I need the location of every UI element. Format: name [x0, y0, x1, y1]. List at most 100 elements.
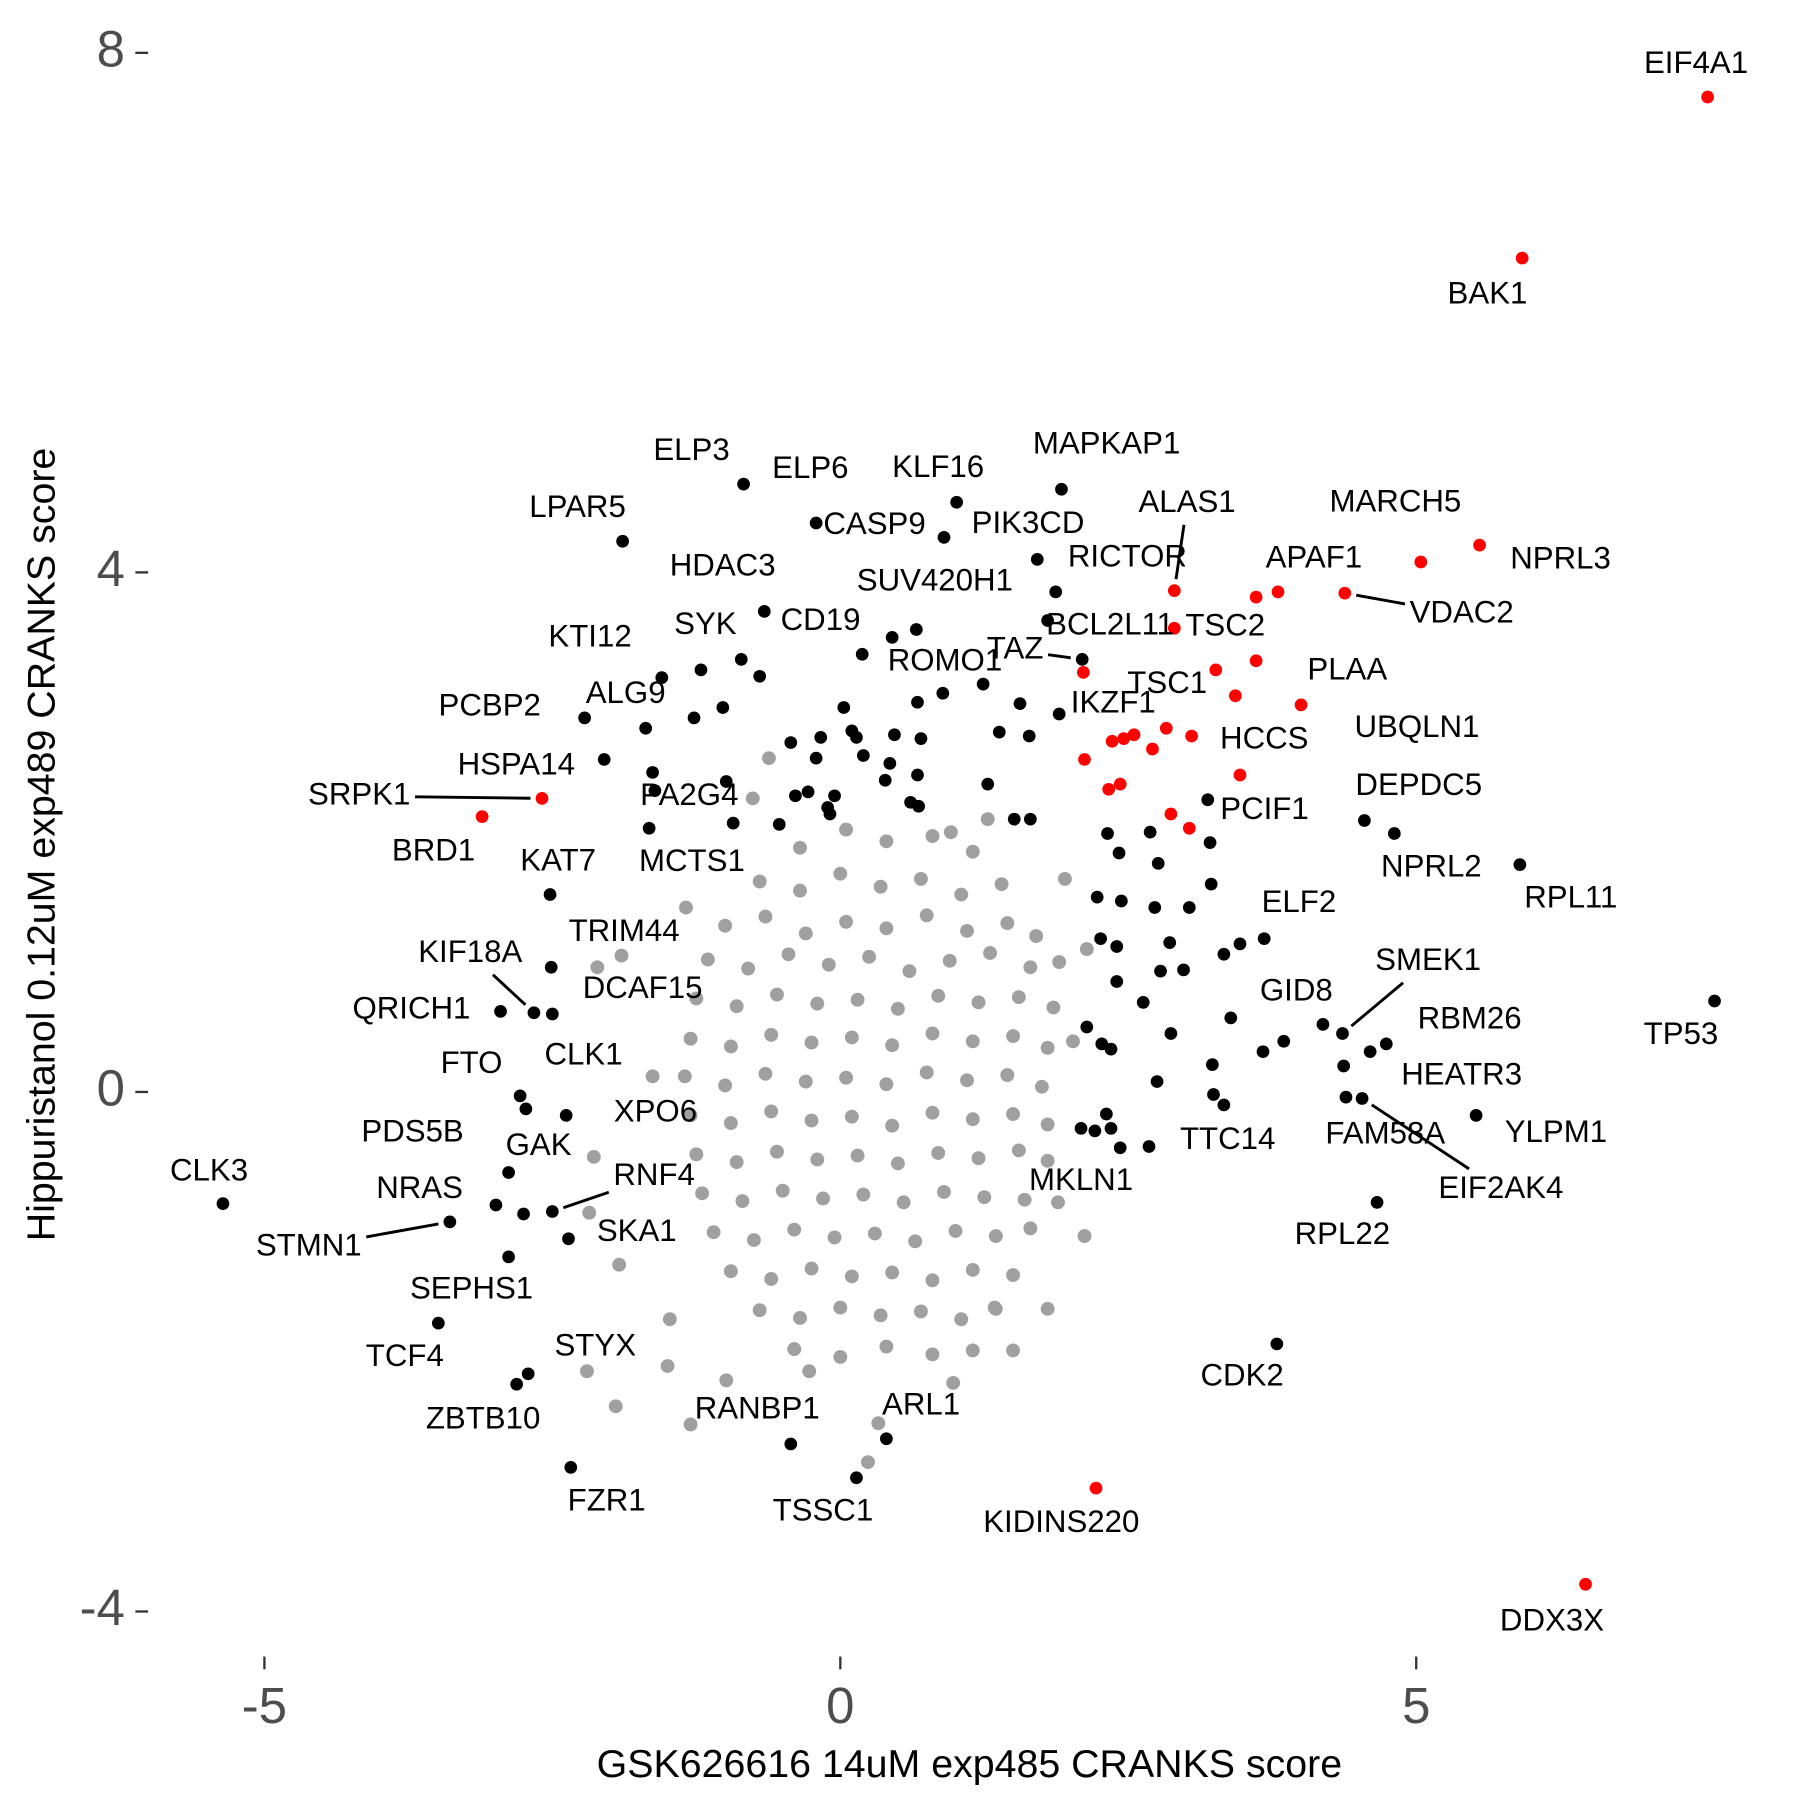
point-label: TSC2: [1185, 607, 1265, 642]
point: [1148, 901, 1162, 914]
point: [614, 948, 629, 963]
point: [770, 987, 784, 1002]
point: [578, 711, 591, 725]
point: [885, 1038, 900, 1053]
point-label: RNF4: [613, 1157, 695, 1192]
point: [1017, 1192, 1032, 1207]
point: [1185, 729, 1198, 743]
point: [700, 952, 715, 967]
leader-line: [366, 1222, 439, 1239]
point: [1095, 1037, 1109, 1051]
point: [543, 888, 557, 901]
point: [527, 1006, 541, 1020]
point: [909, 623, 923, 636]
point: [804, 1261, 819, 1276]
point-label: CASP9: [823, 506, 925, 541]
point: [1154, 964, 1167, 978]
point: [764, 1272, 779, 1286]
point: [741, 961, 756, 976]
point: [1338, 586, 1352, 600]
point: [850, 1471, 863, 1485]
point-label: YLPM1: [1505, 1114, 1607, 1149]
leader-line: [1370, 1103, 1470, 1171]
point: [1052, 707, 1066, 721]
point: [823, 807, 837, 821]
point-label: SUV420H1: [857, 562, 1013, 597]
point: [809, 751, 823, 765]
points: [216, 90, 1721, 1591]
point-label: BAK1: [1448, 275, 1528, 310]
point-label: BRD1: [392, 833, 475, 868]
point: [1229, 689, 1242, 703]
point: [655, 671, 669, 684]
point: [885, 630, 899, 644]
point-label: HSPA14: [458, 747, 575, 782]
point-label: ELP6: [772, 450, 848, 485]
point-label: PDS5B: [361, 1113, 463, 1148]
point: [1104, 1121, 1118, 1135]
point: [1094, 932, 1107, 946]
point: [706, 1225, 721, 1240]
point: [902, 964, 917, 979]
point: [752, 1303, 767, 1318]
point: [1151, 856, 1165, 870]
point: [1177, 963, 1190, 977]
point-label: RPL22: [1295, 1216, 1390, 1251]
point: [793, 840, 807, 855]
leader-line: [1355, 593, 1406, 606]
point: [914, 871, 928, 886]
point: [564, 1460, 578, 1474]
point: [1316, 1018, 1330, 1031]
point: [1271, 585, 1285, 599]
point: [879, 1077, 894, 1092]
point: [1112, 846, 1126, 860]
point: [723, 1039, 738, 1054]
point: [1049, 585, 1063, 599]
point: [546, 1205, 559, 1218]
point: [1006, 1107, 1021, 1121]
point-label: STYX: [554, 1327, 636, 1362]
point-label: HCCS: [1220, 721, 1308, 756]
point: [1075, 653, 1089, 666]
point: [475, 810, 489, 823]
point: [1090, 890, 1104, 904]
point: [679, 900, 693, 915]
point: [965, 1262, 980, 1277]
point: [925, 1273, 940, 1288]
point: [1201, 793, 1215, 807]
point-label: NPRL2: [1381, 848, 1482, 883]
point-label: RANBP1: [695, 1391, 820, 1426]
point-label: SRPK1: [308, 776, 410, 811]
point: [798, 1074, 813, 1089]
point: [737, 477, 750, 491]
point: [1011, 1143, 1026, 1158]
point: [1358, 814, 1371, 827]
point: [582, 1205, 597, 1220]
point-label: KLF16: [892, 449, 984, 484]
point: [1294, 698, 1308, 712]
point: [694, 663, 708, 677]
point: [914, 732, 928, 746]
point: [1110, 975, 1124, 988]
point-label: FAM58A: [1325, 1116, 1445, 1151]
point: [810, 996, 825, 1011]
point-label: NPRL3: [1510, 540, 1611, 575]
point: [1513, 858, 1527, 872]
point: [1057, 871, 1072, 886]
point: [1473, 538, 1486, 552]
point: [919, 908, 934, 923]
point: [1052, 955, 1067, 970]
point: [586, 1149, 601, 1164]
point: [931, 1146, 946, 1160]
point: [683, 1417, 698, 1432]
point: [948, 1223, 963, 1238]
point: [802, 1364, 817, 1379]
point-label: VDAC2: [1410, 594, 1514, 629]
point: [971, 1151, 986, 1166]
point: [1022, 729, 1036, 743]
point: [925, 1026, 940, 1041]
y-tick-label: 4: [97, 540, 125, 597]
point: [925, 1347, 940, 1362]
point: [960, 923, 974, 938]
point-label: TSSC1: [773, 1493, 874, 1528]
